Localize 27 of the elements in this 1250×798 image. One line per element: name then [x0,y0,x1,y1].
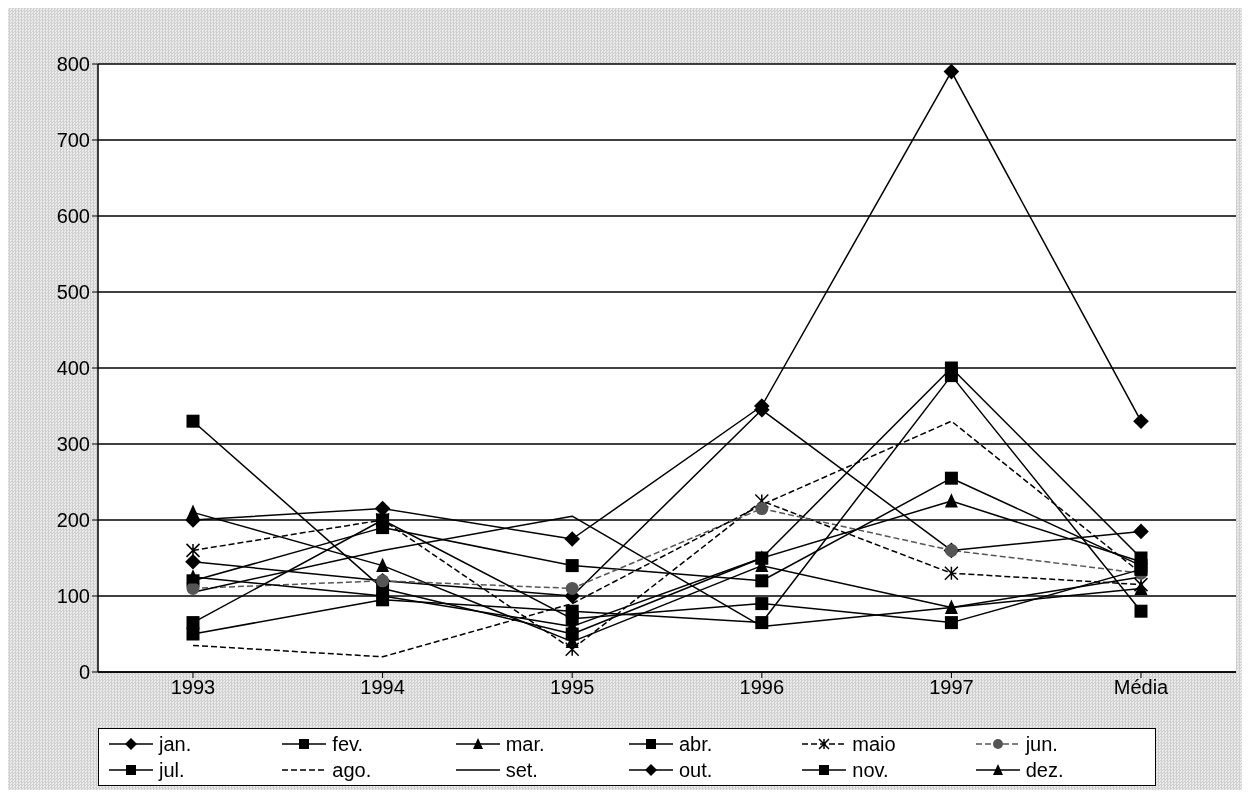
x-tick-label: 1994 [360,676,405,699]
y-tick-label: 500 [56,281,90,304]
y-tick-label: 600 [56,205,90,228]
legend-label: mar. [505,732,545,756]
legend-label: out. [678,758,713,782]
x-tick-label: 1995 [549,676,595,699]
legend-label: set. [505,758,538,782]
legend-label: ago. [332,758,372,782]
legend-label: fev. [332,732,364,756]
x-tick-label: 1997 [929,676,974,699]
legend-label: abr. [678,732,713,756]
y-tick-label: 0 [78,661,90,684]
legend-label: dez. [1025,758,1064,782]
legend-label: jul. [159,758,185,782]
x-tick-label: 1993 [170,676,216,699]
legend-label: maio [852,732,896,756]
y-tick-label: 200 [56,509,90,532]
y-tick-label: 100 [56,585,90,608]
y-tick-label: 700 [56,129,90,152]
legend-label: nov. [852,758,889,782]
y-tick-label: 800 [56,53,90,76]
legend-label: jan. [159,732,192,756]
y-tick-label: 400 [56,357,90,380]
x-tick-label: Média [1113,676,1170,699]
legend-label: jun. [1025,732,1058,756]
x-tick-label: 1996 [739,676,785,699]
y-tick-label: 300 [56,433,90,456]
